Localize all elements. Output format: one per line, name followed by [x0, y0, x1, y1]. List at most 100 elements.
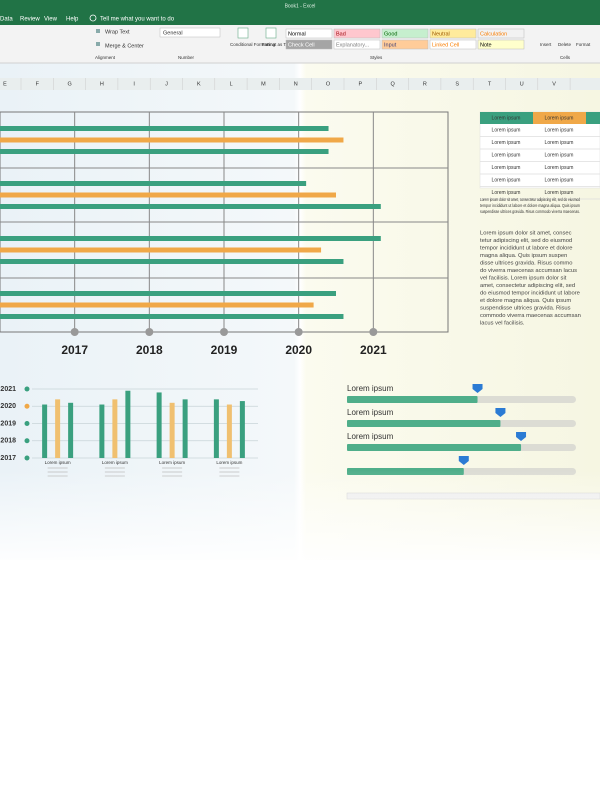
tick-dot: [294, 328, 303, 336]
column-header: J: [165, 81, 168, 87]
style-label: Check Cell: [288, 42, 315, 48]
style-cell[interactable]: [477, 39, 525, 50]
column-header: K: [197, 81, 201, 87]
style-label: Linked Cell: [432, 42, 459, 48]
style-cell[interactable]: [429, 39, 477, 50]
column-header: F: [36, 81, 40, 87]
column-header: I: [133, 81, 135, 87]
bar: [182, 399, 188, 458]
style-cell[interactable]: [285, 39, 333, 50]
format-as-table[interactable]: Format as Table: [262, 42, 295, 47]
tick-dot: [24, 421, 30, 426]
cell-text: Lorem ipsum: [545, 127, 574, 133]
paragraph-line: tempor incididunt ut labore et dolore: [480, 246, 572, 252]
column-header: V: [552, 81, 556, 87]
bar: [0, 181, 307, 186]
style-label: Explanatory...: [336, 42, 370, 48]
tab[interactable]: Help: [66, 17, 79, 23]
bar: [55, 399, 61, 458]
bar: [226, 404, 232, 458]
group-label: Cells: [560, 55, 571, 60]
x-tick-label: 2018: [136, 343, 163, 357]
y-tick-label: 2019: [0, 420, 16, 427]
window-title: Book1 - Excel: [285, 3, 316, 9]
bar: [0, 247, 322, 253]
header-text: Lorem ipsum: [492, 115, 521, 121]
column-header: M: [261, 81, 266, 87]
bar: [125, 390, 131, 458]
icon: [265, 27, 277, 39]
style-cell[interactable]: [381, 39, 429, 50]
tick-dot: [145, 328, 154, 336]
bar-label: Lorem ipsum: [347, 384, 394, 393]
bar: [0, 192, 336, 198]
group-label: Number: [178, 55, 195, 60]
table-bg: [479, 111, 600, 189]
icon: [96, 42, 100, 46]
style-cell[interactable]: [333, 39, 381, 50]
tab[interactable]: Review: [20, 17, 40, 23]
format-box[interactable]: [159, 27, 221, 38]
note-line: suspendisse ultrices gravida. Risus comm…: [480, 209, 580, 214]
tick-dot: [369, 328, 378, 336]
paragraph-line: magna aliqua. Quis ipsum suspen: [480, 253, 567, 259]
number-format[interactable]: General: [163, 30, 183, 36]
cell-text: Lorem ipsum: [545, 152, 574, 158]
category-label: Lorem ipsum: [216, 460, 242, 465]
bar: [347, 396, 478, 403]
style-label: Good: [384, 31, 397, 37]
tick-dot: [24, 386, 30, 392]
style-cell[interactable]: [429, 28, 477, 39]
tick-dot: [24, 403, 30, 409]
bar: [0, 314, 344, 319]
paragraph-line: vel facilisis. Lorem ipsum dolor sit: [480, 276, 567, 282]
column-header: P: [358, 81, 362, 87]
style-cell[interactable]: [477, 28, 525, 39]
column-header: T: [488, 81, 492, 87]
title-bar: [0, 0, 600, 25]
column-header-bar: [0, 78, 600, 90]
cells-button[interactable]: Delete: [558, 42, 572, 47]
paragraph-line: et dolore magna aliqua. Quis ipsum: [480, 298, 571, 304]
style-cell[interactable]: [285, 28, 333, 39]
bar: [112, 399, 118, 458]
style-cell[interactable]: [381, 28, 429, 39]
bar: [0, 259, 344, 264]
note-line: tempor incididunt ut labore et dolore ma…: [480, 203, 580, 208]
column-header: Q: [390, 81, 395, 87]
cells-button[interactable]: Insert: [540, 42, 552, 47]
merge-center[interactable]: Merge & Center: [105, 43, 144, 49]
column-header: L: [230, 81, 233, 87]
style-cell[interactable]: [333, 28, 381, 39]
bar: [0, 204, 381, 209]
tick-dot: [220, 328, 228, 336]
style-label: Neutral: [432, 31, 450, 37]
column-header: S: [455, 81, 459, 87]
cell-text: Lorem ipsum: [545, 165, 574, 171]
tab[interactable]: View: [44, 17, 58, 23]
column-header: E: [3, 81, 7, 87]
sheet-bg: [0, 0, 600, 560]
header-cell: [586, 112, 600, 124]
style-label: Calculation: [480, 31, 507, 37]
cell-text: Lorem ipsum: [492, 165, 521, 171]
bar: [42, 404, 48, 458]
bar: [169, 402, 175, 458]
column-header: H: [100, 81, 104, 87]
bar: [156, 392, 162, 458]
cells-button[interactable]: Format: [576, 42, 591, 47]
x-tick-label: 2021: [360, 343, 387, 357]
paragraph-line: suspendisse ultrices gravida. Risus: [480, 306, 571, 312]
tab[interactable]: Data: [0, 17, 13, 23]
bar: [0, 149, 329, 154]
tell-me[interactable]: Tell me what you want to do: [100, 17, 175, 23]
bar: [68, 402, 74, 458]
paragraph-line: tetur adipiscing elit, sed do eiusmod: [480, 238, 572, 244]
paragraph-line: disse ultrices gravida. Risus commo: [480, 261, 572, 267]
wrap-text[interactable]: Wrap Text: [105, 29, 130, 35]
conditional-formatting[interactable]: Conditional Formatting: [230, 42, 276, 47]
bar: [0, 126, 329, 131]
cell-text: Lorem ipsum: [545, 140, 574, 146]
column-header: R: [423, 81, 427, 87]
paragraph-line: amet, consectetur adipiscing elit, sed: [480, 283, 575, 289]
